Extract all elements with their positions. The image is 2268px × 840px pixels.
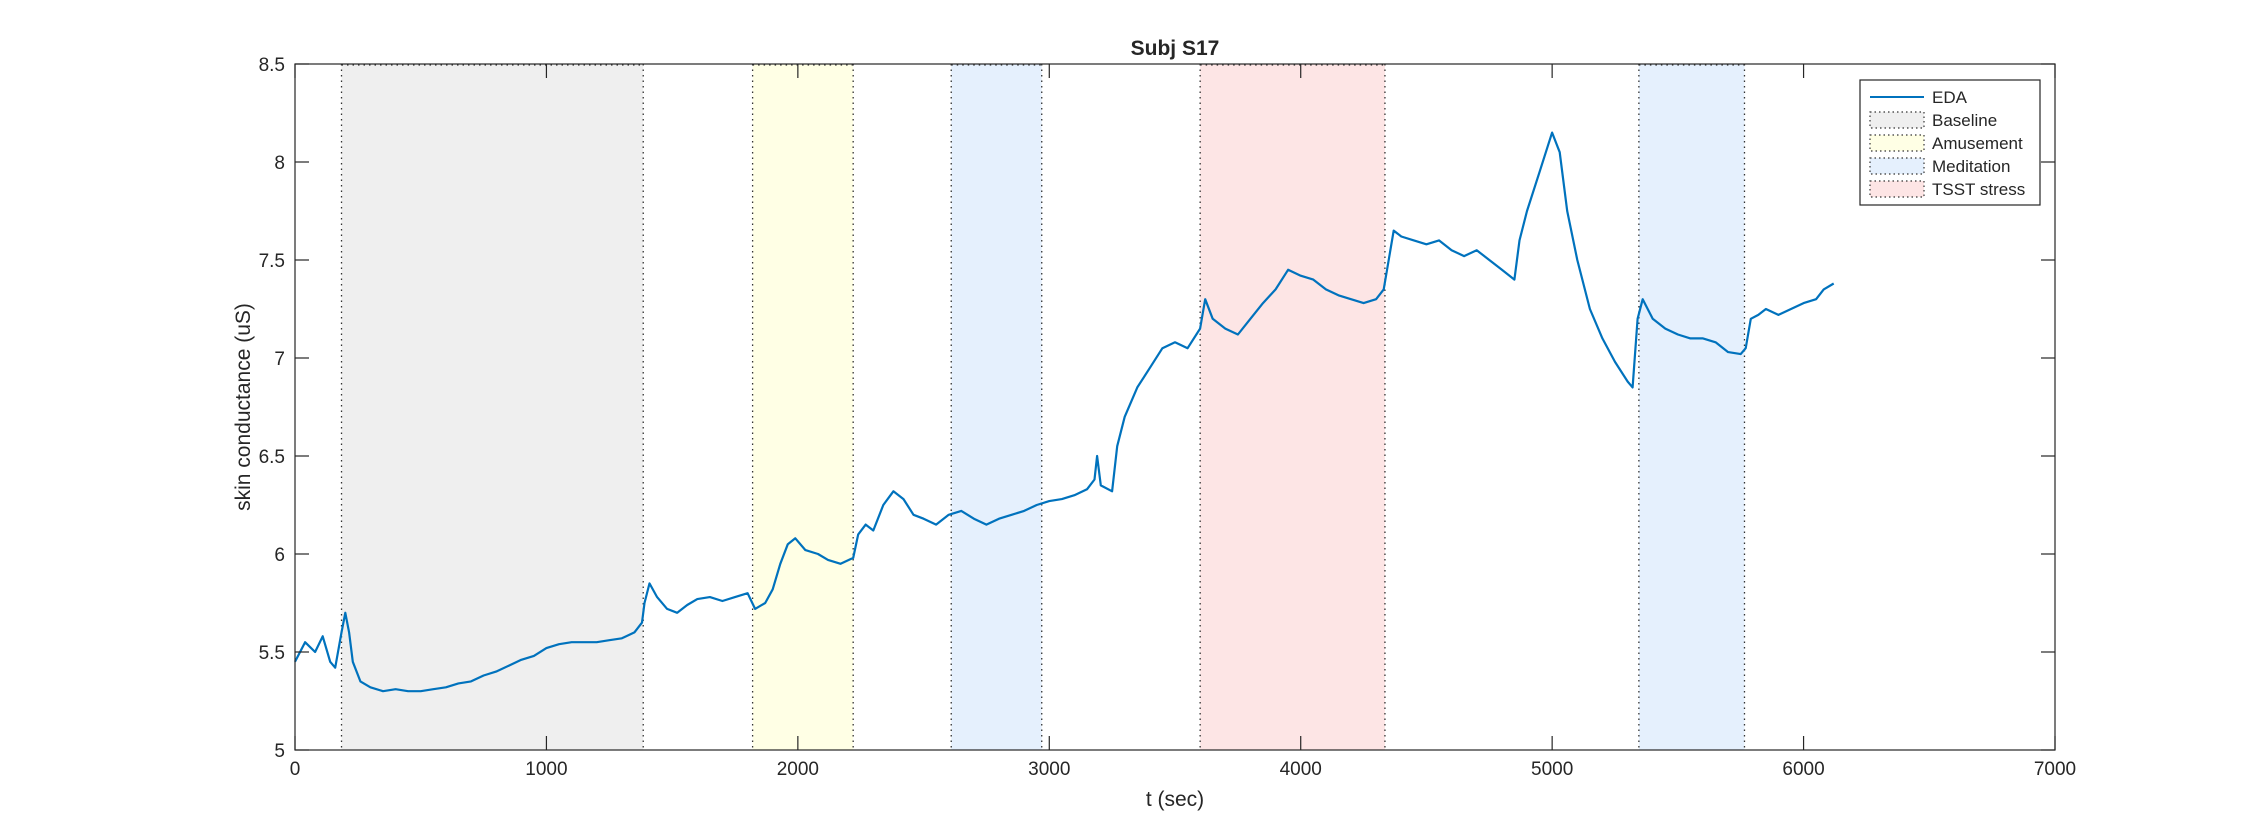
x-tick-label-4: 4000 (1280, 759, 1322, 780)
phase-layer (340, 64, 1746, 750)
y-tick-label-0: 5 (274, 741, 285, 762)
x-tick-label-3: 3000 (1028, 759, 1070, 780)
x-tick-label-0: 0 (290, 759, 301, 780)
legend-swatch-baseline (1869, 111, 1925, 129)
chart-title: Subj S17 (1131, 37, 1220, 60)
phase-band-meditation-2 (951, 64, 1042, 750)
x-axis-title: t (sec) (1146, 788, 1204, 811)
legend-label-tsst-stress: TSST stress (1932, 180, 2025, 199)
x-tick-label-6: 6000 (1782, 759, 1824, 780)
phase-band-baseline-0 (341, 64, 644, 750)
plot-frame (294, 63, 2056, 751)
x-tick-label-1: 1000 (525, 759, 567, 780)
y-tick-label-5: 7.5 (259, 251, 285, 272)
series-line-eda (294, 131, 1835, 693)
legend: EDA Baseline Amusement Meditation TSST stres… (1859, 79, 2041, 206)
phase-band-tsst-stress-3 (1200, 64, 1385, 750)
phase-band-amusement-1 (752, 64, 854, 750)
y-tick-label-3: 6.5 (259, 447, 285, 468)
series-layer (294, 131, 1835, 693)
y-tick-label-7: 8.5 (259, 55, 285, 76)
legend-swatch-tsst-stress (1869, 180, 1925, 198)
y-axis-title: skin conductance (uS) (232, 303, 255, 511)
x-tick-label-5: 5000 (1531, 759, 1573, 780)
y-tick-label-2: 6 (274, 545, 285, 566)
y-tick-label-1: 5.5 (259, 643, 285, 664)
y-tick-label-6: 8 (274, 153, 285, 174)
legend-swatch-amusement (1869, 134, 1925, 152)
legend-label-amusement: Amusement (1932, 134, 2023, 153)
x-tick-label-2: 2000 (777, 759, 819, 780)
legend-swatch-meditation (1869, 157, 1925, 175)
x-tick-label-7: 7000 (2034, 759, 2076, 780)
legend-label-eda: EDA (1932, 88, 1968, 107)
phase-band-meditation-4 (1638, 64, 1745, 750)
legend-label-baseline: Baseline (1932, 111, 1997, 130)
legend-label-meditation: Meditation (1932, 157, 2010, 176)
tick-layer: 0 1000 2000 3000 4000 5000 6000 7000 5 5.5 6 6.5 7 7.… (259, 55, 2077, 780)
y-tick-label-4: 7 (274, 349, 285, 370)
